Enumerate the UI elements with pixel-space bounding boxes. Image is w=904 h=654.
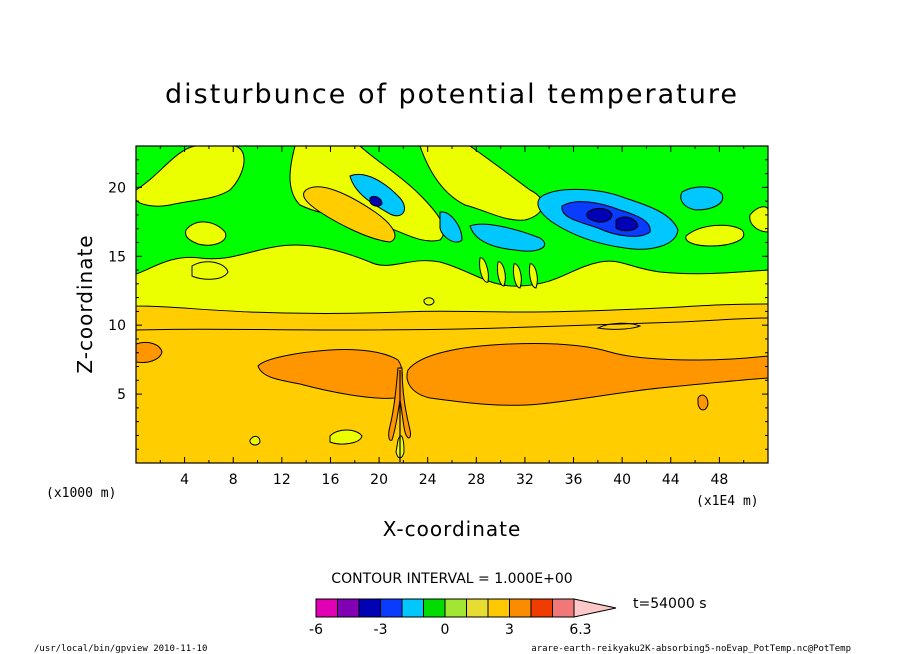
time-label: t=54000 s [633, 596, 707, 612]
field-wave-streak [479, 257, 489, 283]
footer-left: /usr/local/bin/gpview 2010-11-10 [34, 644, 207, 654]
x-tick-label: 8 [229, 472, 238, 488]
colorbar-swatch [552, 598, 575, 618]
colorbar [315, 598, 617, 618]
z-unit-label: (x1000 m) [46, 486, 116, 501]
x-tick-label: 20 [370, 472, 388, 488]
field-orange-band [406, 342, 768, 406]
field-yellow-pocket [329, 429, 363, 445]
field-wave-streak [529, 263, 538, 289]
field-darkblue-core [586, 207, 613, 223]
field-yellow-blob [185, 221, 227, 246]
field-darkblue-core [615, 216, 639, 232]
x-tick-label: 36 [565, 472, 583, 488]
field-yellow-blob [136, 146, 245, 207]
colorbar-swatch [315, 598, 338, 618]
x-tick-label: 4 [180, 472, 189, 488]
field-yellow-blob [191, 261, 229, 280]
colorbar-swatch [380, 598, 403, 618]
colorbar-swatch [401, 598, 424, 618]
field-orange-band [136, 341, 163, 363]
colorbar-swatch [337, 598, 360, 618]
colorbar-label: 6.3 [569, 622, 591, 638]
field-cyan-patch [680, 186, 724, 211]
field-darkblue-core [369, 195, 383, 207]
footer-right: arare-earth-reikyaku2K-absorbing5-noEvap… [531, 644, 851, 654]
field-cyan-patch [349, 174, 405, 217]
field-yellow-blob [419, 146, 543, 221]
field-yellow-blob [685, 224, 745, 247]
x-tick-label: 12 [273, 472, 291, 488]
x-tick-label: 48 [710, 472, 728, 488]
y-tick-label: 20 [108, 180, 126, 196]
colorbar-swatch [444, 598, 467, 618]
chart-title: disturbunce of potential temperature [165, 79, 739, 110]
colorbar-swatch [466, 598, 489, 618]
x-tick-label: 28 [467, 472, 485, 488]
colorbar-swatch [509, 598, 532, 618]
y-axis-label: Z-coordinate [73, 234, 97, 373]
x-tick-label: 16 [322, 472, 340, 488]
field-wave-streak [513, 263, 522, 289]
x-tick-label: 44 [662, 472, 680, 488]
field-yellow-pocket [249, 435, 261, 446]
field-yellow-blob [749, 206, 768, 233]
contour-interval-label: CONTOUR INTERVAL = 1.000E+00 [331, 571, 572, 587]
colorbar-swatch [487, 598, 510, 618]
field-wave-streak [497, 261, 506, 287]
x-tick-label: 24 [419, 472, 437, 488]
x-axis-label: X-coordinate [383, 517, 522, 541]
field-cyan-patch [469, 223, 546, 252]
y-tick-label: 15 [108, 249, 126, 265]
field-gold-streak [303, 186, 396, 243]
colorbar-label: 3 [505, 622, 514, 638]
y-axis-ticks: 5 10 15 20 [108, 159, 768, 450]
colorbar-arrow [573, 598, 617, 618]
y-tick-label: 10 [108, 318, 126, 334]
contour-field [136, 146, 768, 463]
colorbar-swatch [423, 598, 446, 618]
field-contour-line [136, 317, 768, 331]
colorbar-label: 0 [441, 622, 450, 638]
colorbar-label: -3 [374, 622, 388, 638]
colorbar-label: -6 [309, 622, 323, 638]
colorbar-swatch [530, 598, 553, 618]
field-yellow-pocket [423, 297, 435, 306]
field-contour-line [596, 322, 642, 330]
x-unit-label: (x1E4 m) [696, 494, 759, 509]
field-orange-band [697, 394, 709, 411]
y-tick-label: 5 [117, 387, 126, 403]
colorbar-swatch [358, 598, 381, 618]
field-cyan-patch [439, 211, 463, 243]
x-tick-label: 40 [613, 472, 631, 488]
x-tick-label: 32 [516, 472, 534, 488]
colorbar-labels: -6 -3 0 3 6.3 [309, 622, 592, 638]
x-axis-ticks: 4 8 12 16 20 24 28 32 36 40 44 48 [159, 146, 745, 488]
